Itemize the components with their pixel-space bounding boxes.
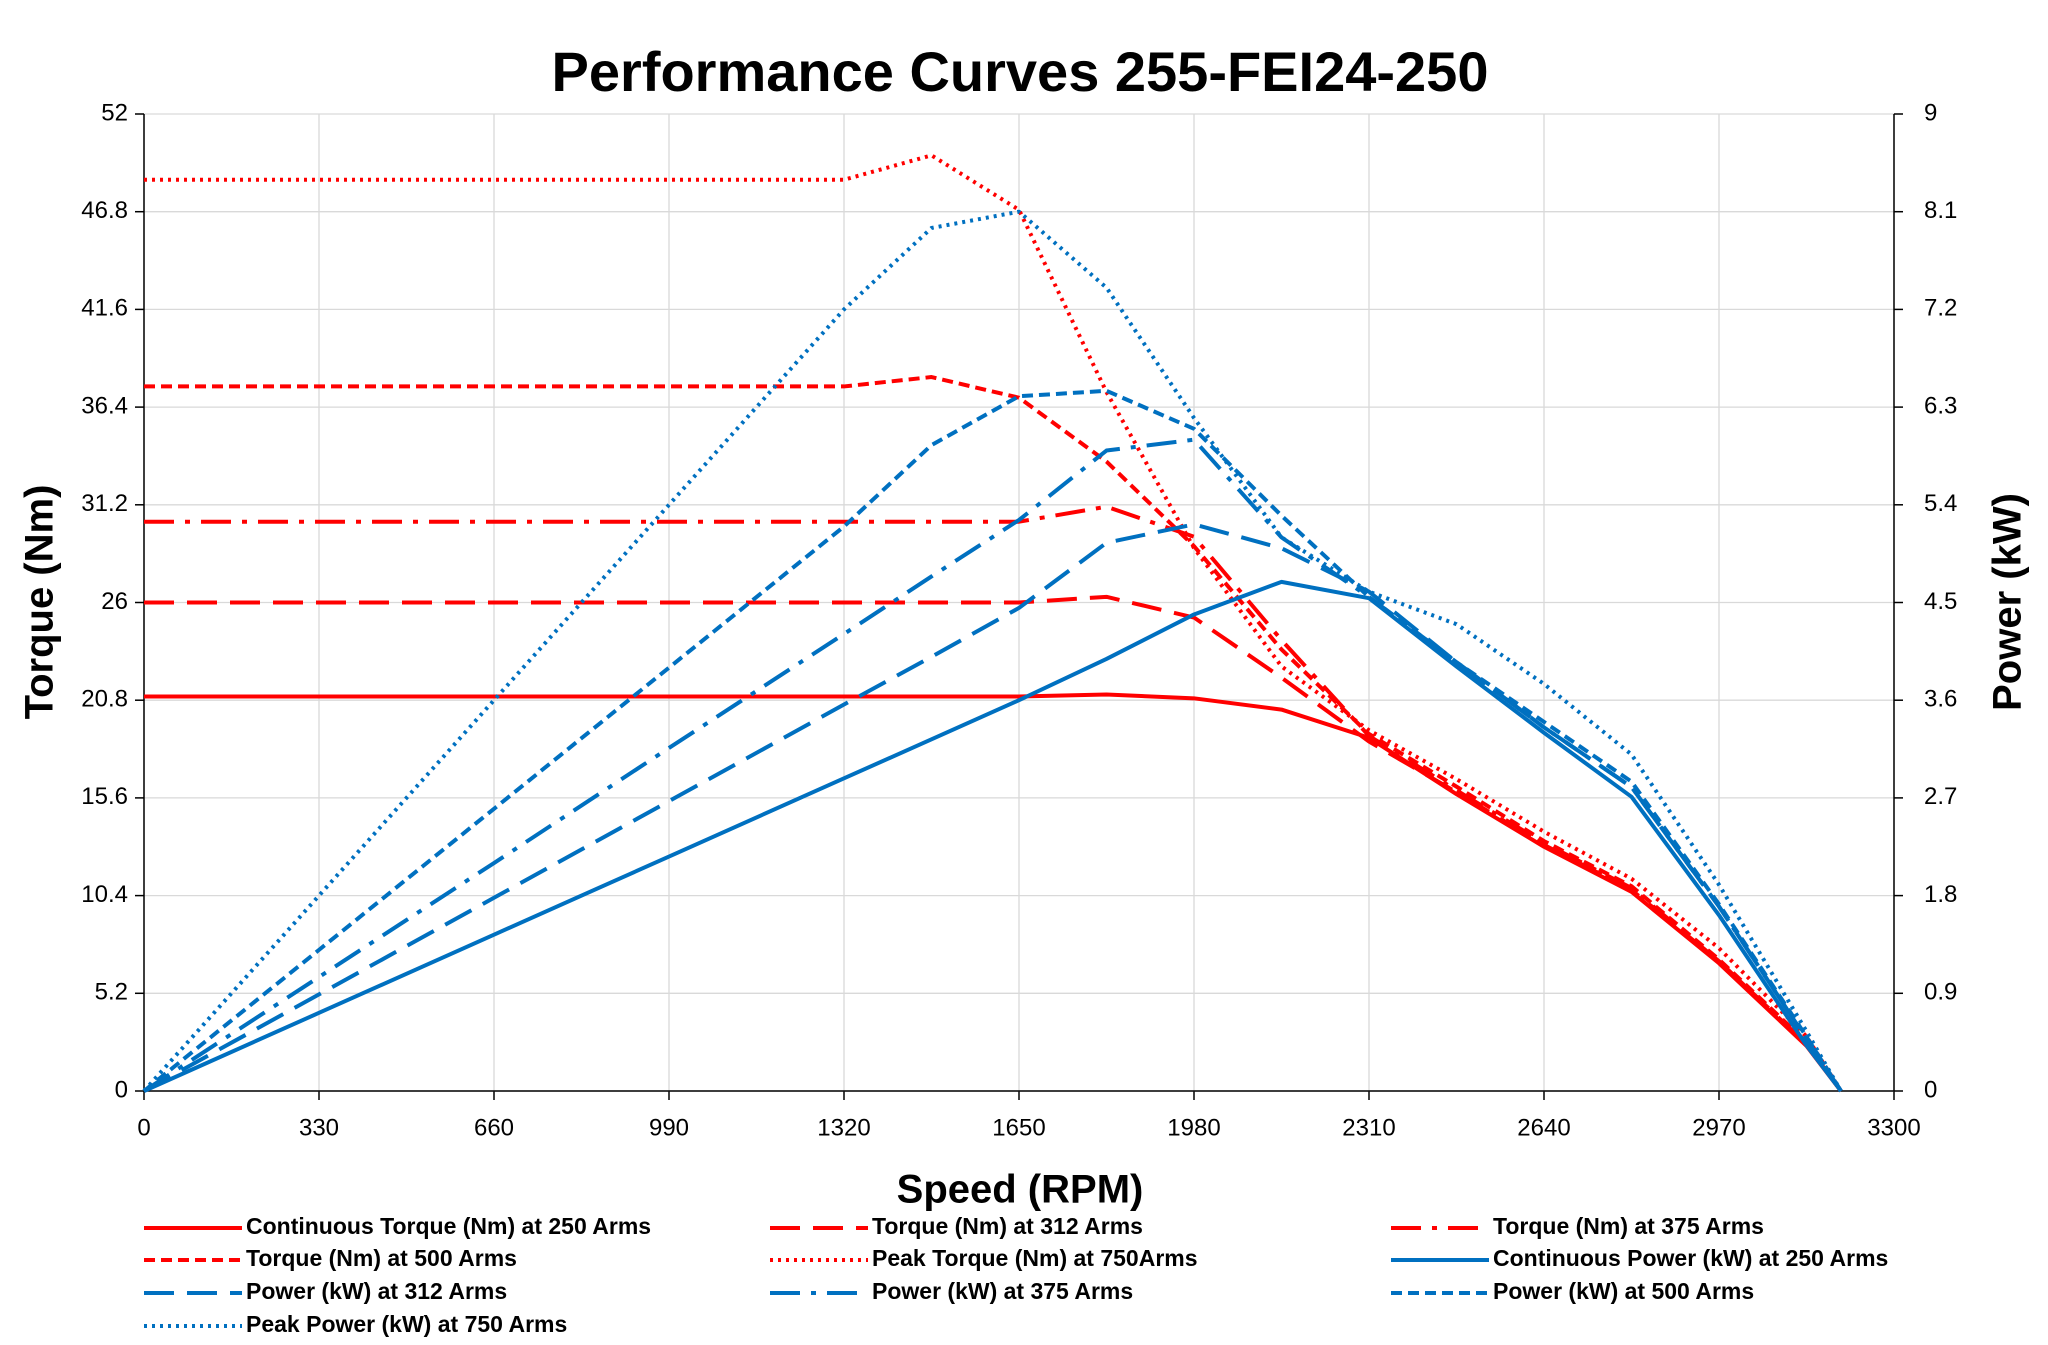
y2-tick-label: 9 bbox=[1924, 99, 1937, 126]
y-tick-label: 46.8 bbox=[81, 197, 128, 224]
y-tick-label: 52 bbox=[101, 99, 128, 126]
legend-label: Continuous Torque (Nm) at 250 Arms bbox=[246, 1213, 651, 1239]
y2-tick-label: 8.1 bbox=[1924, 197, 1957, 224]
chart-title: Performance Curves 255-FEI24-250 bbox=[552, 40, 1489, 103]
y2-tick-label: 5.4 bbox=[1924, 490, 1957, 517]
series-line bbox=[144, 153, 1843, 1093]
y2-axis-label: Power (kW) bbox=[1986, 493, 2030, 711]
y-tick-label: 31.2 bbox=[81, 490, 128, 517]
y2-tick-label: 0.9 bbox=[1924, 979, 1957, 1006]
y-tick-label: 20.8 bbox=[81, 686, 128, 713]
y-tick-label: 15.6 bbox=[81, 783, 128, 810]
y2-tick-label: 0 bbox=[1924, 1076, 1937, 1103]
y2-tick-label: 3.6 bbox=[1924, 686, 1957, 713]
y2-tick-label: 7.2 bbox=[1924, 295, 1957, 322]
x-tick-label: 2970 bbox=[1692, 1114, 1745, 1141]
x-axis-label: Speed (RPM) bbox=[897, 1168, 1144, 1212]
series-line bbox=[142, 437, 1843, 1093]
x-tick-label: 2310 bbox=[1342, 1114, 1395, 1141]
legend-label: Continuous Power (kW) at 250 Arms bbox=[1493, 1245, 1888, 1271]
y2-tick-label: 1.8 bbox=[1924, 881, 1957, 908]
y2-tick-label: 6.3 bbox=[1924, 392, 1957, 419]
series-line bbox=[143, 522, 1843, 1093]
x-tick-label: 1980 bbox=[1167, 1114, 1220, 1141]
y-tick-label: 0 bbox=[115, 1076, 128, 1103]
y-tick-label: 26 bbox=[101, 588, 128, 615]
x-tick-label: 990 bbox=[649, 1114, 689, 1141]
legend-label: Power (kW) at 312 Arms bbox=[246, 1278, 507, 1304]
x-tick-label: 2640 bbox=[1517, 1114, 1570, 1141]
x-tick-label: 660 bbox=[474, 1114, 514, 1141]
series-line bbox=[142, 388, 1843, 1093]
y2-tick-label: 4.5 bbox=[1924, 588, 1957, 615]
x-tick-label: 0 bbox=[137, 1114, 150, 1141]
y-tick-label: 10.4 bbox=[81, 881, 128, 908]
x-tick-label: 1650 bbox=[992, 1114, 1045, 1141]
x-tick-label: 3300 bbox=[1867, 1114, 1920, 1141]
legend-label: Peak Power (kW) at 750 Arms bbox=[246, 1311, 567, 1337]
legend-label: Power (kW) at 500 Arms bbox=[1493, 1278, 1754, 1304]
legend-label: Torque (Nm) at 500 Arms bbox=[246, 1245, 517, 1271]
series-line bbox=[142, 209, 1843, 1093]
y-tick-label: 5.2 bbox=[95, 979, 128, 1006]
legend-label: Power (kW) at 375 Arms bbox=[872, 1278, 1133, 1304]
x-tick-label: 1320 bbox=[817, 1114, 870, 1141]
y2-tick-label: 2.7 bbox=[1924, 783, 1957, 810]
y-tick-label: 41.6 bbox=[81, 295, 128, 322]
x-tick-label: 330 bbox=[299, 1114, 339, 1141]
legend-label: Peak Torque (Nm) at 750Arms bbox=[872, 1245, 1198, 1271]
legend-label: Torque (Nm) at 312 Arms bbox=[872, 1213, 1143, 1239]
legend-label: Torque (Nm) at 375 Arms bbox=[1493, 1213, 1764, 1239]
y-axis-label: Torque (Nm) bbox=[18, 485, 62, 720]
y-tick-label: 36.4 bbox=[81, 392, 128, 419]
series-line bbox=[143, 579, 1843, 1093]
